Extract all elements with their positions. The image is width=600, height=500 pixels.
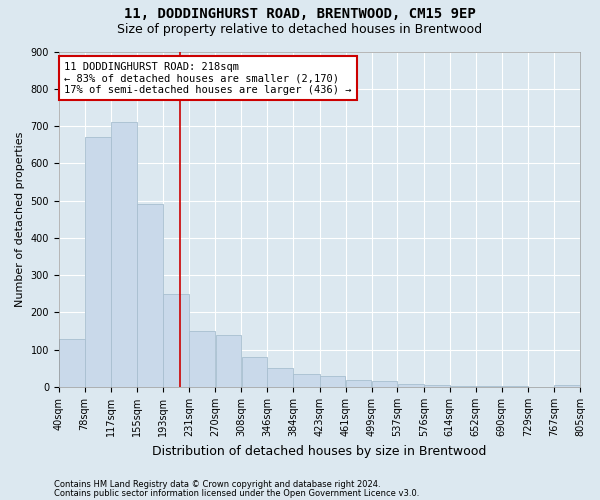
Text: Contains HM Land Registry data © Crown copyright and database right 2024.: Contains HM Land Registry data © Crown c…	[54, 480, 380, 489]
Bar	[163, 294, 189, 387]
Bar	[189, 331, 215, 387]
Bar	[554, 385, 580, 387]
Bar	[85, 138, 111, 387]
Bar	[242, 357, 267, 387]
Bar	[320, 376, 346, 387]
Text: Contains public sector information licensed under the Open Government Licence v3: Contains public sector information licen…	[54, 489, 419, 498]
Bar	[450, 386, 476, 387]
Bar	[476, 386, 502, 387]
Bar	[346, 380, 371, 387]
Bar	[398, 384, 424, 387]
Text: 11, DODDINGHURST ROAD, BRENTWOOD, CM15 9EP: 11, DODDINGHURST ROAD, BRENTWOOD, CM15 9…	[124, 8, 476, 22]
Bar	[293, 374, 320, 387]
Y-axis label: Number of detached properties: Number of detached properties	[15, 132, 25, 307]
Bar	[215, 335, 241, 387]
Bar	[112, 122, 137, 387]
Bar	[424, 385, 450, 387]
Bar	[59, 338, 85, 387]
Bar	[502, 386, 528, 387]
Text: Size of property relative to detached houses in Brentwood: Size of property relative to detached ho…	[118, 22, 482, 36]
Text: 11 DODDINGHURST ROAD: 218sqm
← 83% of detached houses are smaller (2,170)
17% of: 11 DODDINGHURST ROAD: 218sqm ← 83% of de…	[64, 62, 352, 95]
Bar	[268, 368, 293, 387]
X-axis label: Distribution of detached houses by size in Brentwood: Distribution of detached houses by size …	[152, 444, 487, 458]
Bar	[371, 382, 397, 387]
Bar	[137, 204, 163, 387]
